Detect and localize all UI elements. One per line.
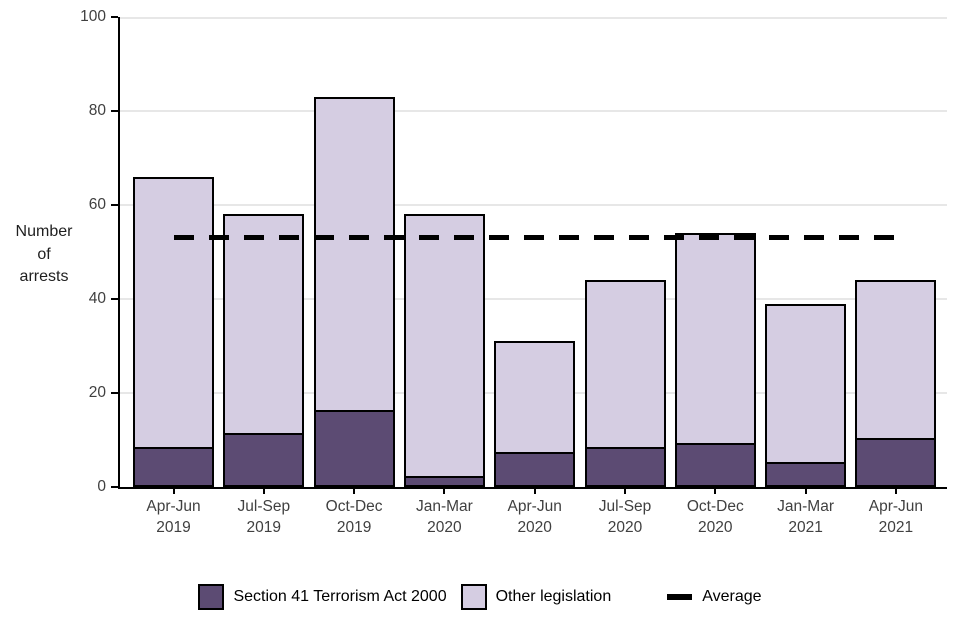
x-tick-label-8: Apr-Jun 2021 [850, 496, 942, 538]
gridline-40 [120, 298, 947, 300]
x-tick-label-2: Oct-Dec 2019 [308, 496, 400, 538]
gridline-100 [120, 17, 947, 19]
average-line [173, 235, 896, 241]
y-tick-mark-0 [111, 486, 118, 488]
legend-item-section-41-terrorism-act-2000: Section 41 Terrorism Act 2000 [198, 584, 447, 610]
bar-jul-sep-2019 [223, 214, 305, 487]
bar-segment-section41 [313, 411, 395, 487]
y-tick-label-100: 100 [80, 8, 106, 25]
bar-segment-other-legislation [313, 96, 395, 412]
x-tick-label-line: 2020 [698, 519, 733, 536]
legend-label: Other legislation [495, 588, 612, 605]
x-tick-mark-2 [353, 489, 356, 494]
bar-segment-other-legislation [765, 303, 847, 464]
legend-item-average: Average [667, 588, 762, 606]
x-tick-label-line: Apr-Jun [507, 498, 562, 515]
x-tick-label-line: 2019 [336, 519, 372, 536]
x-tick-label-line: 2019 [156, 519, 191, 536]
bar-segment-other-legislation [584, 280, 666, 450]
x-tick-label-0: Apr-Jun 2019 [128, 496, 220, 538]
y-tick-mark-100 [111, 16, 118, 18]
bar-segment-section41 [674, 444, 756, 487]
x-tick-label-3: Jan-Mar 2020 [398, 496, 490, 538]
x-tick-mark-0 [172, 489, 175, 494]
y-tick-mark-20 [111, 392, 118, 394]
gridline-60 [120, 204, 947, 206]
legend-swatch-section-41-terrorism-act-2000 [198, 584, 225, 610]
x-tick-mark-3 [443, 489, 446, 494]
bar-jan-mar-2020 [403, 214, 485, 487]
x-tick-label-line: Oct-Dec [325, 498, 383, 515]
bar-segment-section41 [223, 435, 305, 487]
bar-segment-other-legislation [855, 280, 937, 440]
x-tick-label-1: Jul-Sep 2019 [218, 496, 310, 538]
bar-segment-section41 [403, 477, 485, 487]
legend-dash-icon [667, 594, 693, 600]
y-tick-label-40: 40 [88, 290, 106, 307]
x-tick-label-line: 2021 [878, 519, 914, 536]
plot-area [118, 17, 947, 489]
bar-segment-section41 [855, 440, 937, 487]
legend-item-other-legislation: Other legislation [460, 584, 612, 610]
bar-segment-other-legislation [403, 214, 485, 478]
legend-label: Average [702, 588, 762, 605]
bar-apr-jun-2020 [494, 341, 576, 487]
x-tick-mark-1 [262, 489, 265, 494]
bar-segment-section41 [494, 454, 576, 487]
x-tick-label-line: Apr-Jun [146, 498, 201, 515]
x-tick-label-line: Oct-Dec [686, 498, 744, 515]
y-tick-label-80: 80 [88, 102, 106, 119]
y-axis-title-line: Number [15, 223, 73, 240]
bar-segment-other-legislation [223, 214, 305, 436]
x-tick-mark-7 [804, 489, 807, 494]
bar-jul-sep-2020 [584, 280, 666, 487]
x-tick-label-line: Jul-Sep [237, 498, 291, 515]
x-tick-label-line: 2020 [607, 519, 643, 536]
x-tick-label-4: Apr-Jun 2020 [489, 496, 581, 538]
legend-label: Section 41 Terrorism Act 2000 [233, 588, 447, 605]
y-tick-label-20: 20 [88, 384, 106, 401]
bar-segment-other-legislation [674, 233, 756, 445]
y-axis-title: Number of arrests [4, 221, 84, 289]
bar-apr-jun-2019 [133, 176, 214, 487]
y-axis-title-line: arrests [19, 268, 69, 285]
bar-apr-jun-2021 [855, 280, 937, 487]
x-tick-label-5: Jul-Sep 2020 [579, 496, 671, 538]
x-tick-label-7: Jan-Mar 2021 [760, 496, 852, 538]
y-tick-mark-60 [111, 204, 118, 206]
x-tick-label-line: 2021 [788, 519, 823, 536]
x-tick-label-line: Apr-Jun [868, 498, 924, 515]
bar-oct-dec-2019 [313, 96, 395, 487]
bar-segment-section41 [584, 449, 666, 487]
x-tick-label-line: 2020 [517, 519, 552, 536]
x-tick-label-line: Jul-Sep [598, 498, 652, 515]
x-tick-mark-8 [894, 489, 897, 494]
bar-oct-dec-2020 [674, 233, 756, 487]
bar-segment-section41 [765, 463, 847, 487]
x-tick-mark-5 [624, 489, 626, 494]
legend: Section 41 Terrorism Act 2000 Other legis… [0, 584, 960, 610]
gridline-80 [120, 110, 947, 112]
y-tick-label-60: 60 [88, 196, 106, 213]
bar-segment-other-legislation [494, 341, 576, 455]
x-tick-label-line: 2020 [427, 519, 462, 536]
x-tick-label-6: Oct-Dec 2020 [669, 496, 761, 538]
x-tick-mark-4 [533, 489, 536, 494]
y-axis-title-line: of [37, 245, 51, 263]
x-tick-label-line: Jan-Mar [777, 498, 835, 515]
y-tick-mark-40 [111, 298, 118, 300]
x-tick-label-line: 2019 [246, 519, 282, 536]
bar-segment-other-legislation [133, 176, 214, 450]
x-tick-mark-6 [714, 489, 717, 494]
y-tick-label-0: 0 [97, 478, 106, 495]
x-tick-label-line: Jan-Mar [415, 498, 473, 515]
legend-swatch-other-legislation [460, 584, 487, 610]
bar-segment-section41 [133, 449, 214, 487]
y-tick-mark-80 [111, 110, 118, 112]
bar-jan-mar-2021 [765, 303, 847, 487]
